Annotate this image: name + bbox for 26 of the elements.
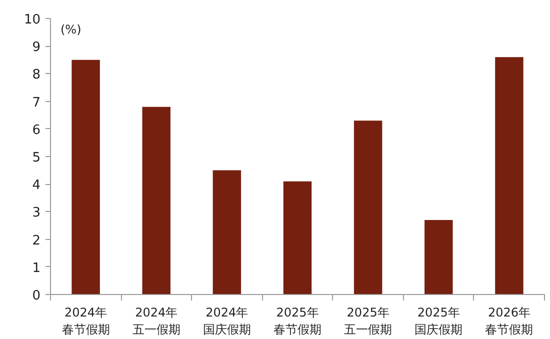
bar	[495, 57, 524, 294]
y-tick-label: 2	[32, 233, 41, 248]
x-tick-label: 2024年春节假期	[62, 306, 110, 336]
y-tick-label: 6	[32, 122, 41, 138]
x-tick-label: 2026年春节假期	[485, 306, 534, 336]
y-tick-label: 5	[32, 150, 41, 166]
x-tick-label: 2025年国庆假期	[414, 306, 463, 336]
bar	[142, 106, 170, 294]
x-tick-label: 2025年春节假期	[274, 306, 322, 336]
y-tick-label: 9	[32, 40, 41, 56]
y-tick-label: 3	[32, 206, 41, 221]
bar	[283, 181, 312, 294]
y-tick-label: 10	[24, 12, 41, 28]
bar	[424, 220, 453, 294]
bar	[212, 170, 242, 294]
bar	[72, 60, 100, 294]
y-tick-label: 4	[32, 178, 41, 194]
y-tick-label: 8	[32, 68, 41, 83]
y-tick-label: 1	[32, 260, 41, 276]
x-tick-label: 2024年国庆假期	[202, 306, 251, 336]
y-tick-label: 7	[32, 95, 41, 110]
x-tick-label: 2024年五一假期	[132, 306, 180, 336]
y-axis-title: (%)	[60, 22, 82, 36]
bar	[354, 120, 382, 294]
x-tick-label: 2025年五一假期	[344, 306, 392, 336]
y-tick-label: 0	[32, 288, 41, 304]
